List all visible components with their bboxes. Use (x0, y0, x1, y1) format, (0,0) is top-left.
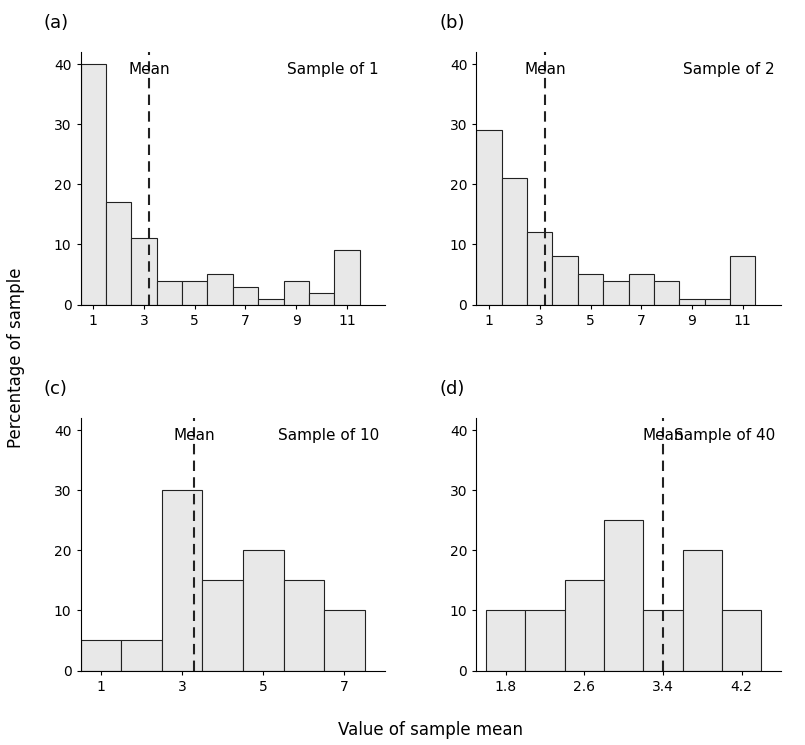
Bar (233, 287, 258, 305)
Bar (654, 281, 679, 305)
Bar (80, 641, 121, 671)
Text: Mean: Mean (128, 63, 170, 77)
Bar (604, 520, 643, 670)
Bar (283, 580, 324, 670)
Bar (704, 299, 730, 305)
Bar (309, 293, 334, 305)
Bar (730, 256, 755, 305)
Text: Mean: Mean (524, 63, 566, 77)
Bar (683, 551, 722, 670)
Bar (477, 130, 502, 305)
Bar (243, 551, 283, 670)
Bar (131, 238, 157, 305)
Bar (324, 610, 365, 670)
Text: Mean: Mean (173, 428, 215, 443)
Bar (208, 274, 233, 305)
Bar (121, 641, 162, 671)
Bar (527, 232, 552, 305)
Bar (80, 64, 106, 305)
Text: Sample of 2: Sample of 2 (683, 63, 774, 77)
Bar (283, 281, 309, 305)
Bar (565, 580, 604, 670)
Text: Mean: Mean (642, 428, 683, 443)
Text: Value of sample mean: Value of sample mean (338, 721, 523, 739)
Text: Sample of 1: Sample of 1 (287, 63, 379, 77)
Bar (182, 281, 208, 305)
Text: Sample of 10: Sample of 10 (278, 428, 379, 443)
Text: (b): (b) (440, 14, 465, 32)
Text: (c): (c) (44, 380, 68, 398)
Bar (162, 490, 202, 670)
Bar (502, 178, 527, 305)
Bar (679, 299, 704, 305)
Bar (603, 281, 629, 305)
Bar (526, 610, 565, 670)
Bar (643, 610, 683, 670)
Text: Sample of 40: Sample of 40 (674, 428, 774, 443)
Bar (106, 203, 131, 305)
Bar (334, 250, 360, 305)
Bar (157, 281, 182, 305)
Bar (722, 610, 762, 670)
Bar (629, 274, 654, 305)
Bar (486, 610, 526, 670)
Bar (578, 274, 603, 305)
Text: (a): (a) (44, 14, 69, 32)
Text: (d): (d) (440, 380, 465, 398)
Text: Percentage of sample: Percentage of sample (7, 267, 25, 448)
Bar (258, 299, 283, 305)
Bar (552, 256, 578, 305)
Bar (202, 580, 243, 670)
